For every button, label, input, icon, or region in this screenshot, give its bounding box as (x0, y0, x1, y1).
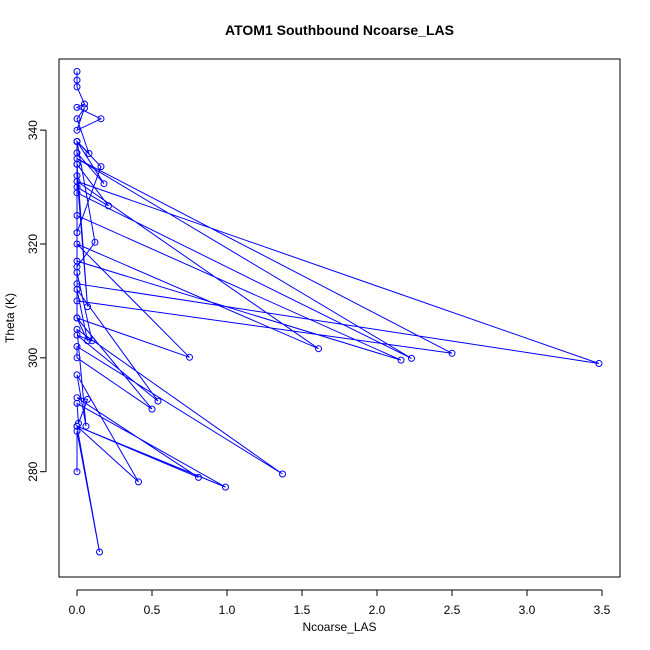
data-point (73, 240, 81, 248)
data-point (279, 470, 286, 478)
x-tick-label: 1.0 (219, 603, 236, 617)
data-point (135, 478, 142, 486)
x-tick-label: 0.0 (69, 603, 86, 617)
data-point (73, 103, 81, 111)
data-point (73, 76, 81, 84)
data-point (73, 83, 81, 91)
x-tick-label: 2.5 (444, 603, 461, 617)
data-point (73, 371, 81, 379)
data-point (73, 172, 81, 180)
data-point (84, 303, 91, 311)
y-tick-label: 280 (26, 461, 40, 481)
data-point (73, 183, 81, 191)
data-point (397, 356, 405, 364)
data-point (154, 397, 162, 405)
data-point (73, 149, 81, 157)
data-point (100, 180, 108, 188)
data-point (73, 422, 81, 430)
data-point (105, 202, 112, 210)
data-point (73, 314, 81, 322)
data-point (195, 473, 202, 481)
data-point (73, 331, 81, 339)
x-tick-label: 0.5 (144, 603, 161, 617)
data-point (97, 115, 105, 123)
data-point (73, 160, 81, 168)
data-point (73, 354, 81, 362)
y-tick-label: 320 (26, 234, 40, 254)
data-point (73, 263, 81, 271)
data-point (73, 343, 81, 350)
data-point (73, 427, 81, 435)
data-point (408, 354, 415, 362)
data-point (73, 280, 81, 288)
plot-frame (58, 58, 621, 578)
data-point (73, 468, 81, 476)
data-point (84, 337, 91, 345)
data-point (73, 138, 81, 145)
data-point (91, 238, 99, 246)
x-tick-label: 3.0 (519, 603, 536, 617)
x-tick-label: 2.0 (369, 603, 386, 617)
x-tick-label: 3.5 (594, 603, 611, 617)
x-axis-label: Ncoarse_LAS (302, 620, 376, 634)
data-point (73, 297, 81, 305)
data-point (81, 100, 88, 108)
data-point (222, 483, 229, 491)
data-point (73, 394, 81, 402)
data-point (82, 422, 90, 430)
data-point (97, 163, 105, 171)
y-tick-label: 300 (26, 348, 40, 368)
data-point (96, 548, 103, 556)
axes: 0.0 0.5 1.0 1.5 2.0 2.5 3.0 3.5 280 300 320 340 (26, 120, 611, 617)
y-axis-label: Theta (K) (3, 293, 17, 343)
plot-area (73, 68, 603, 556)
y-tick-label: 340 (26, 120, 40, 140)
data-point (88, 337, 96, 345)
data-point (73, 68, 81, 75)
data-point (315, 345, 322, 353)
data-point (73, 212, 81, 219)
data-point (73, 115, 81, 123)
data-point (73, 229, 81, 237)
data-point (448, 349, 456, 357)
series-line (75, 71, 600, 553)
data-point (73, 126, 81, 134)
x-tick-label: 1.5 (294, 603, 311, 617)
data-point (84, 395, 91, 403)
data-point (186, 353, 193, 361)
data-point (81, 104, 88, 112)
chart-title: ATOM1 Southbound Ncoarse_LAS (225, 22, 454, 38)
data-point (85, 150, 93, 157)
data-point (148, 405, 156, 413)
data-point (595, 360, 603, 367)
